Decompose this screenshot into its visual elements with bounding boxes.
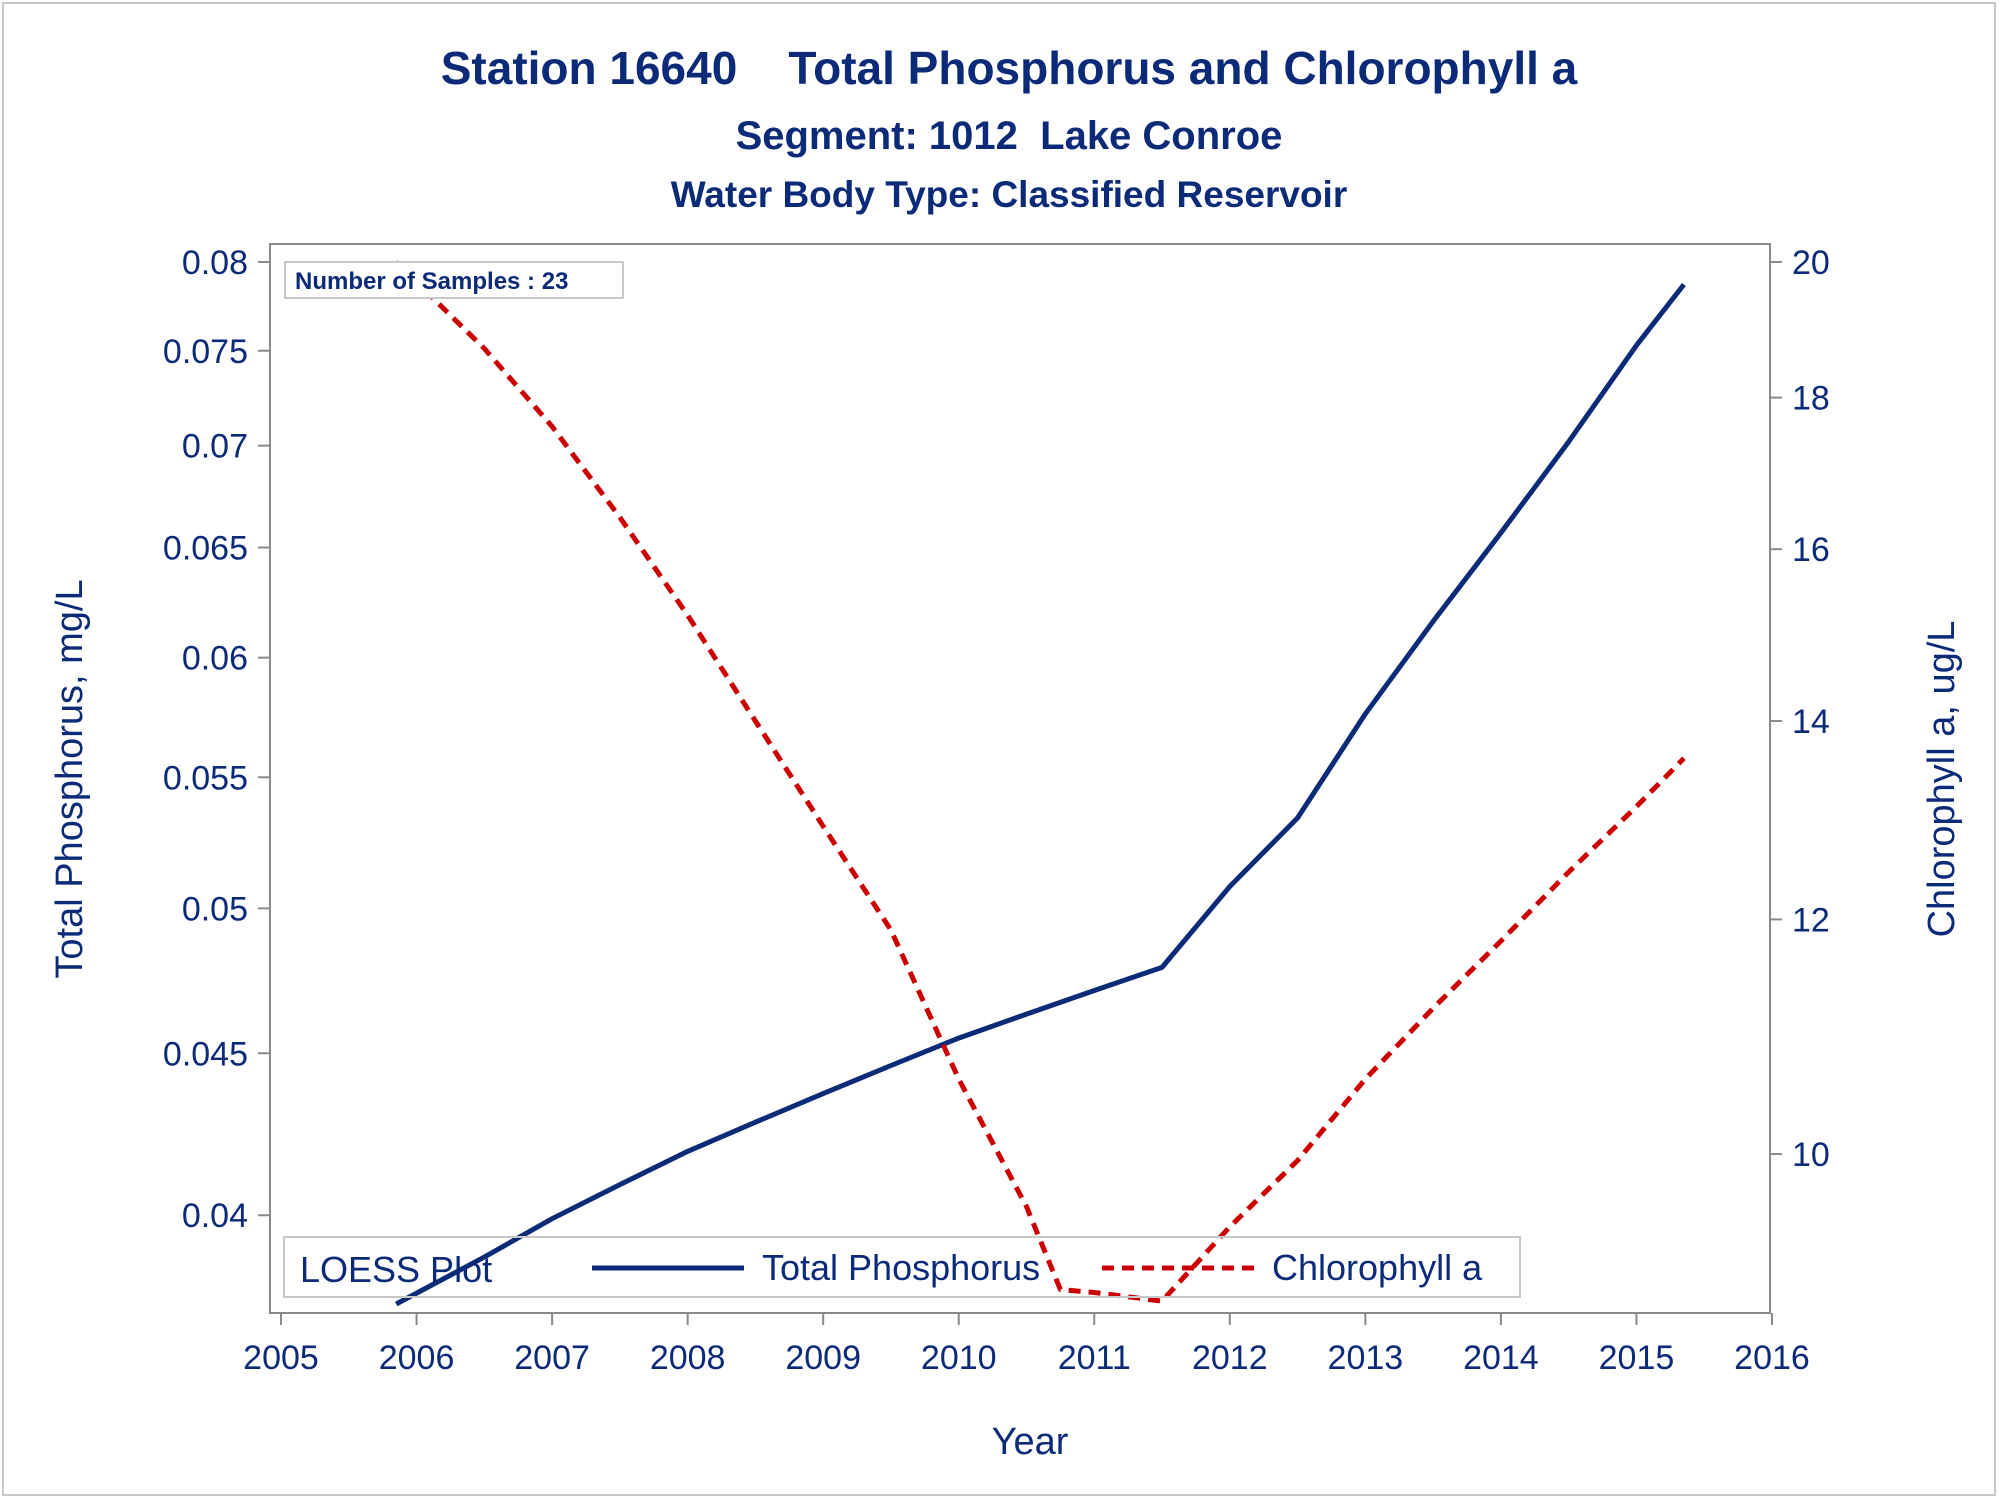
y2-tick-label: 20 <box>1792 244 1830 282</box>
legend: LOESS Plot Total Phosphorus Chlorophyll … <box>283 1236 1521 1298</box>
y-tick-label: 0.055 <box>163 759 248 797</box>
sample-note-box <box>284 261 624 299</box>
legend-label-chlorophyll: Chlorophyll a <box>1272 1247 1483 1288</box>
y-tick-label: 0.08 <box>182 244 248 282</box>
x-tick-label: 2011 <box>1058 1339 1131 1377</box>
legend-label-phosphorus: Total Phosphorus <box>762 1247 1040 1288</box>
y2-tick-label: 16 <box>1792 531 1830 569</box>
legend-title: LOESS Plot <box>300 1249 492 1290</box>
x-tick-label: 2016 <box>1734 1339 1810 1377</box>
chart-subtitle-waterbody: Water Body Type: Classified Reservoir <box>671 174 1347 215</box>
series-layer <box>394 260 1686 1307</box>
x-tick-label: 2008 <box>650 1339 726 1377</box>
x-tick-label: 2009 <box>785 1339 861 1377</box>
x-tick-label: 2006 <box>379 1339 455 1377</box>
y-tick-label: 0.07 <box>182 428 248 466</box>
y-axis-left: 0.04 0.045 0.05 0.055 0.06 0.065 0.07 0.075 0.08 <box>163 244 270 1235</box>
y2-tick-label: 18 <box>1792 380 1830 418</box>
series-line-chlorophyll-a <box>394 260 1686 1304</box>
x-axis-label: Year <box>992 1421 1069 1463</box>
y-axis-right: 10 12 14 16 18 20 <box>1770 244 1830 1174</box>
x-tick-label: 2015 <box>1599 1339 1675 1377</box>
y2-axis-label: Chlorophyll a, ug/L <box>1921 621 1963 938</box>
y-tick-label: 0.065 <box>163 530 248 568</box>
x-tick-label: 2005 <box>243 1339 319 1377</box>
y-tick-label: 0.04 <box>182 1197 248 1235</box>
x-tick-label: 2013 <box>1328 1339 1404 1377</box>
plot-area <box>269 243 1771 1314</box>
sample-note: Number of Samples : 23 <box>295 268 568 295</box>
loess-chart: Station 16640 Total Phosphorus and Chlor… <box>49 42 1963 1463</box>
y2-tick-label: 10 <box>1792 1136 1830 1174</box>
y-tick-label: 0.06 <box>182 640 248 678</box>
chart-subtitle-segment: Segment: 1012 Lake Conroe <box>736 114 1283 158</box>
x-tick-label: 2010 <box>921 1339 997 1377</box>
series-line-total-phosphorus <box>395 282 1686 1307</box>
y2-tick-label: 14 <box>1792 703 1830 741</box>
y-tick-label: 0.05 <box>182 890 248 928</box>
y-axis-label: Total Phosphorus, mg/L <box>49 579 91 978</box>
x-tick-label: 2012 <box>1192 1339 1268 1377</box>
chart-title: Station 16640 Total Phosphorus and Chlor… <box>441 42 1578 94</box>
x-axis: 2005 2006 2007 2008 2009 2010 2011 2012 2013 2014… <box>243 1313 1810 1377</box>
y-tick-label: 0.045 <box>163 1035 248 1073</box>
x-tick-label: 2007 <box>514 1339 590 1377</box>
y2-tick-label: 12 <box>1792 901 1830 939</box>
legend-box <box>283 1236 1521 1298</box>
y-tick-label: 0.075 <box>163 333 248 371</box>
x-tick-label: 2014 <box>1463 1339 1539 1377</box>
